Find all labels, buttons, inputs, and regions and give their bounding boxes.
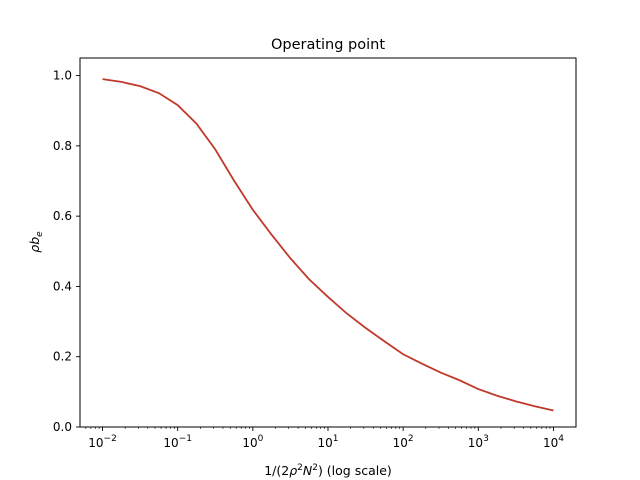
- x-tick-exp: 0: [258, 434, 264, 444]
- x-axis-label-suffix: ) (log scale): [318, 463, 392, 478]
- x-tick-label: 104: [543, 434, 564, 450]
- chart-title: Operating point: [271, 37, 385, 53]
- y-axis-label: ρbe: [27, 231, 45, 253]
- x-tick-exp: −1: [179, 434, 192, 444]
- x-tick-label: 103: [468, 434, 489, 450]
- x-axis: 10−2 10−1 100 101 102 103 104: [85, 427, 564, 450]
- x-axis-label: 1/(2ρ2N2) (log scale): [264, 463, 392, 478]
- x-axis-label-exp1: 2: [297, 463, 303, 473]
- y-axis-label-rho: ρ: [27, 245, 42, 253]
- y-tick-label: 0.4: [53, 279, 72, 293]
- y-axis-label-b: b: [27, 237, 42, 245]
- x-tick-exp: 4: [558, 434, 564, 444]
- x-axis-label-rho: ρ: [289, 463, 297, 478]
- series-line-0: [102, 78, 554, 412]
- x-tick-exp: 1: [333, 434, 339, 444]
- x-tick-exp: −2: [104, 434, 117, 444]
- x-tick-base: 10: [88, 436, 103, 450]
- y-axis-label-sub: e: [35, 231, 45, 237]
- x-tick-label: 10−1: [163, 434, 192, 450]
- x-tick-exp: 3: [483, 434, 489, 444]
- y-axis: 0.0 0.2 0.4 0.6 0.8 1.0: [53, 69, 80, 434]
- x-axis-label-exp2: 2: [312, 463, 318, 473]
- x-tick-label: 100: [242, 434, 263, 450]
- x-tick-base: 10: [468, 436, 483, 450]
- y-tick-label: 0.6: [53, 209, 72, 223]
- y-tick-label: 1.0: [53, 69, 72, 83]
- y-tick-label: 0.8: [53, 139, 72, 153]
- x-tick-base: 10: [163, 436, 178, 450]
- x-tick-exp: 2: [408, 434, 414, 444]
- y-tick-label: 0.2: [53, 350, 72, 364]
- x-tick-base: 10: [393, 436, 408, 450]
- x-tick-label: 101: [317, 434, 338, 450]
- plot-area: [102, 78, 554, 412]
- y-tick-label: 0.0: [53, 420, 72, 434]
- x-tick-base: 10: [543, 436, 558, 450]
- x-axis-label-n: N: [303, 463, 313, 478]
- x-axis-label-prefix: 1/(2: [264, 463, 289, 478]
- x-tick-label: 102: [393, 434, 414, 450]
- x-tick-base: 10: [317, 436, 332, 450]
- x-tick-base: 10: [242, 436, 257, 450]
- x-tick-label: 10−2: [88, 434, 117, 450]
